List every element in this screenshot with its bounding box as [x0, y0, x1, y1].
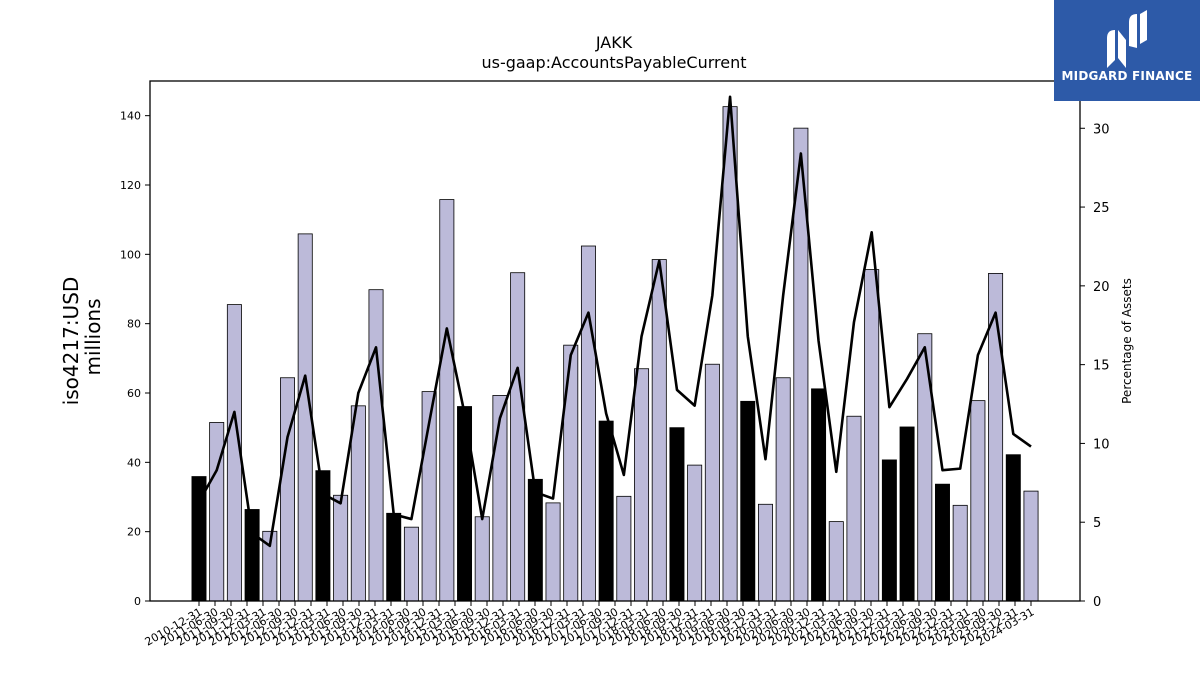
y2-tick-label: 10 [1093, 437, 1110, 452]
y-tick-label: 0 [134, 595, 141, 608]
bar [350, 405, 366, 602]
bar [864, 269, 880, 602]
bar [244, 509, 260, 602]
y-axis-left: 0 20 40 60 80 100 120 140 [120, 110, 150, 608]
bar [970, 400, 986, 602]
bar [474, 516, 490, 602]
y2-axis-label: Percentage of Assets [1120, 278, 1134, 404]
bar [492, 395, 508, 602]
bar [881, 459, 897, 602]
y-tick-label: 120 [120, 179, 141, 192]
bar [935, 483, 950, 602]
bar [1005, 454, 1021, 602]
bar [563, 344, 579, 602]
bar [598, 420, 614, 602]
chart-subtitle: us-gaap:AccountsPayableCurrent [481, 53, 746, 72]
bar-series [191, 106, 1039, 602]
y2-tick-label: 0 [1093, 595, 1101, 610]
y-tick-label: 20 [127, 526, 141, 539]
bar [740, 400, 756, 602]
percentage-line-series [197, 95, 1032, 548]
y-axis-right: 0 5 10 15 20 25 30 [1080, 122, 1110, 610]
bar [333, 494, 349, 602]
y-axis-label-unit: iso4217:USD [59, 277, 83, 406]
midgard-logo-icon [1107, 10, 1147, 68]
bar [403, 526, 419, 602]
y2-tick-label: 5 [1093, 516, 1101, 531]
y2-tick-label: 25 [1093, 201, 1110, 216]
brand-logo-text: MIDGARD FINANCE [1061, 69, 1193, 83]
bar [209, 422, 225, 602]
bar [1023, 490, 1039, 602]
bar [580, 245, 596, 602]
y2-tick-label: 15 [1093, 359, 1110, 374]
brand-logo: MIDGARD FINANCE [1054, 0, 1200, 101]
chart-title: JAKK [595, 33, 633, 52]
bar [757, 503, 773, 602]
bar [828, 521, 844, 602]
x-axis: 2010-12-312011-06-302011-09-302011-12-31… [143, 601, 1037, 649]
bar [368, 289, 384, 602]
bar [280, 377, 295, 602]
y2-tick-label: 30 [1093, 122, 1110, 137]
bar [775, 377, 791, 602]
bar [704, 363, 720, 602]
bar [616, 495, 632, 602]
y-tick-label: 80 [127, 318, 141, 331]
bar [651, 259, 667, 602]
bar [846, 415, 862, 602]
percentage-line [197, 95, 1032, 548]
bar [669, 427, 685, 602]
bar [952, 504, 968, 602]
bar [386, 512, 402, 602]
y-tick-label: 140 [120, 110, 141, 123]
bar [439, 199, 455, 602]
y-axis-label-scale: millions [81, 298, 105, 375]
y-tick-label: 40 [127, 456, 141, 469]
bar [811, 388, 827, 602]
bar [687, 464, 703, 602]
y2-tick-label: 20 [1093, 280, 1110, 295]
bar [634, 368, 650, 602]
bar [527, 478, 543, 602]
bar [545, 502, 561, 602]
bar [899, 426, 915, 602]
y-tick-label: 60 [127, 387, 141, 400]
bar [510, 272, 526, 602]
y-tick-label: 100 [120, 248, 141, 261]
